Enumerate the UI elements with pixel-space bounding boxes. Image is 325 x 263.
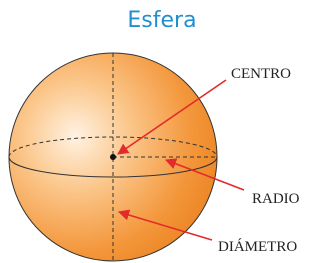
diagram: Esfera CENTRO RADIO DIÁMETRO (0, 0, 325, 263)
page: Esfera CENTRO RADIO DIÁMETRO (() => { co… (0, 0, 325, 263)
label: RADIO (252, 191, 300, 207)
title: Esfera (127, 8, 196, 33)
center-dot (110, 154, 116, 160)
label: CENTRO (231, 66, 291, 82)
label: DIÁMETRO (218, 238, 297, 255)
